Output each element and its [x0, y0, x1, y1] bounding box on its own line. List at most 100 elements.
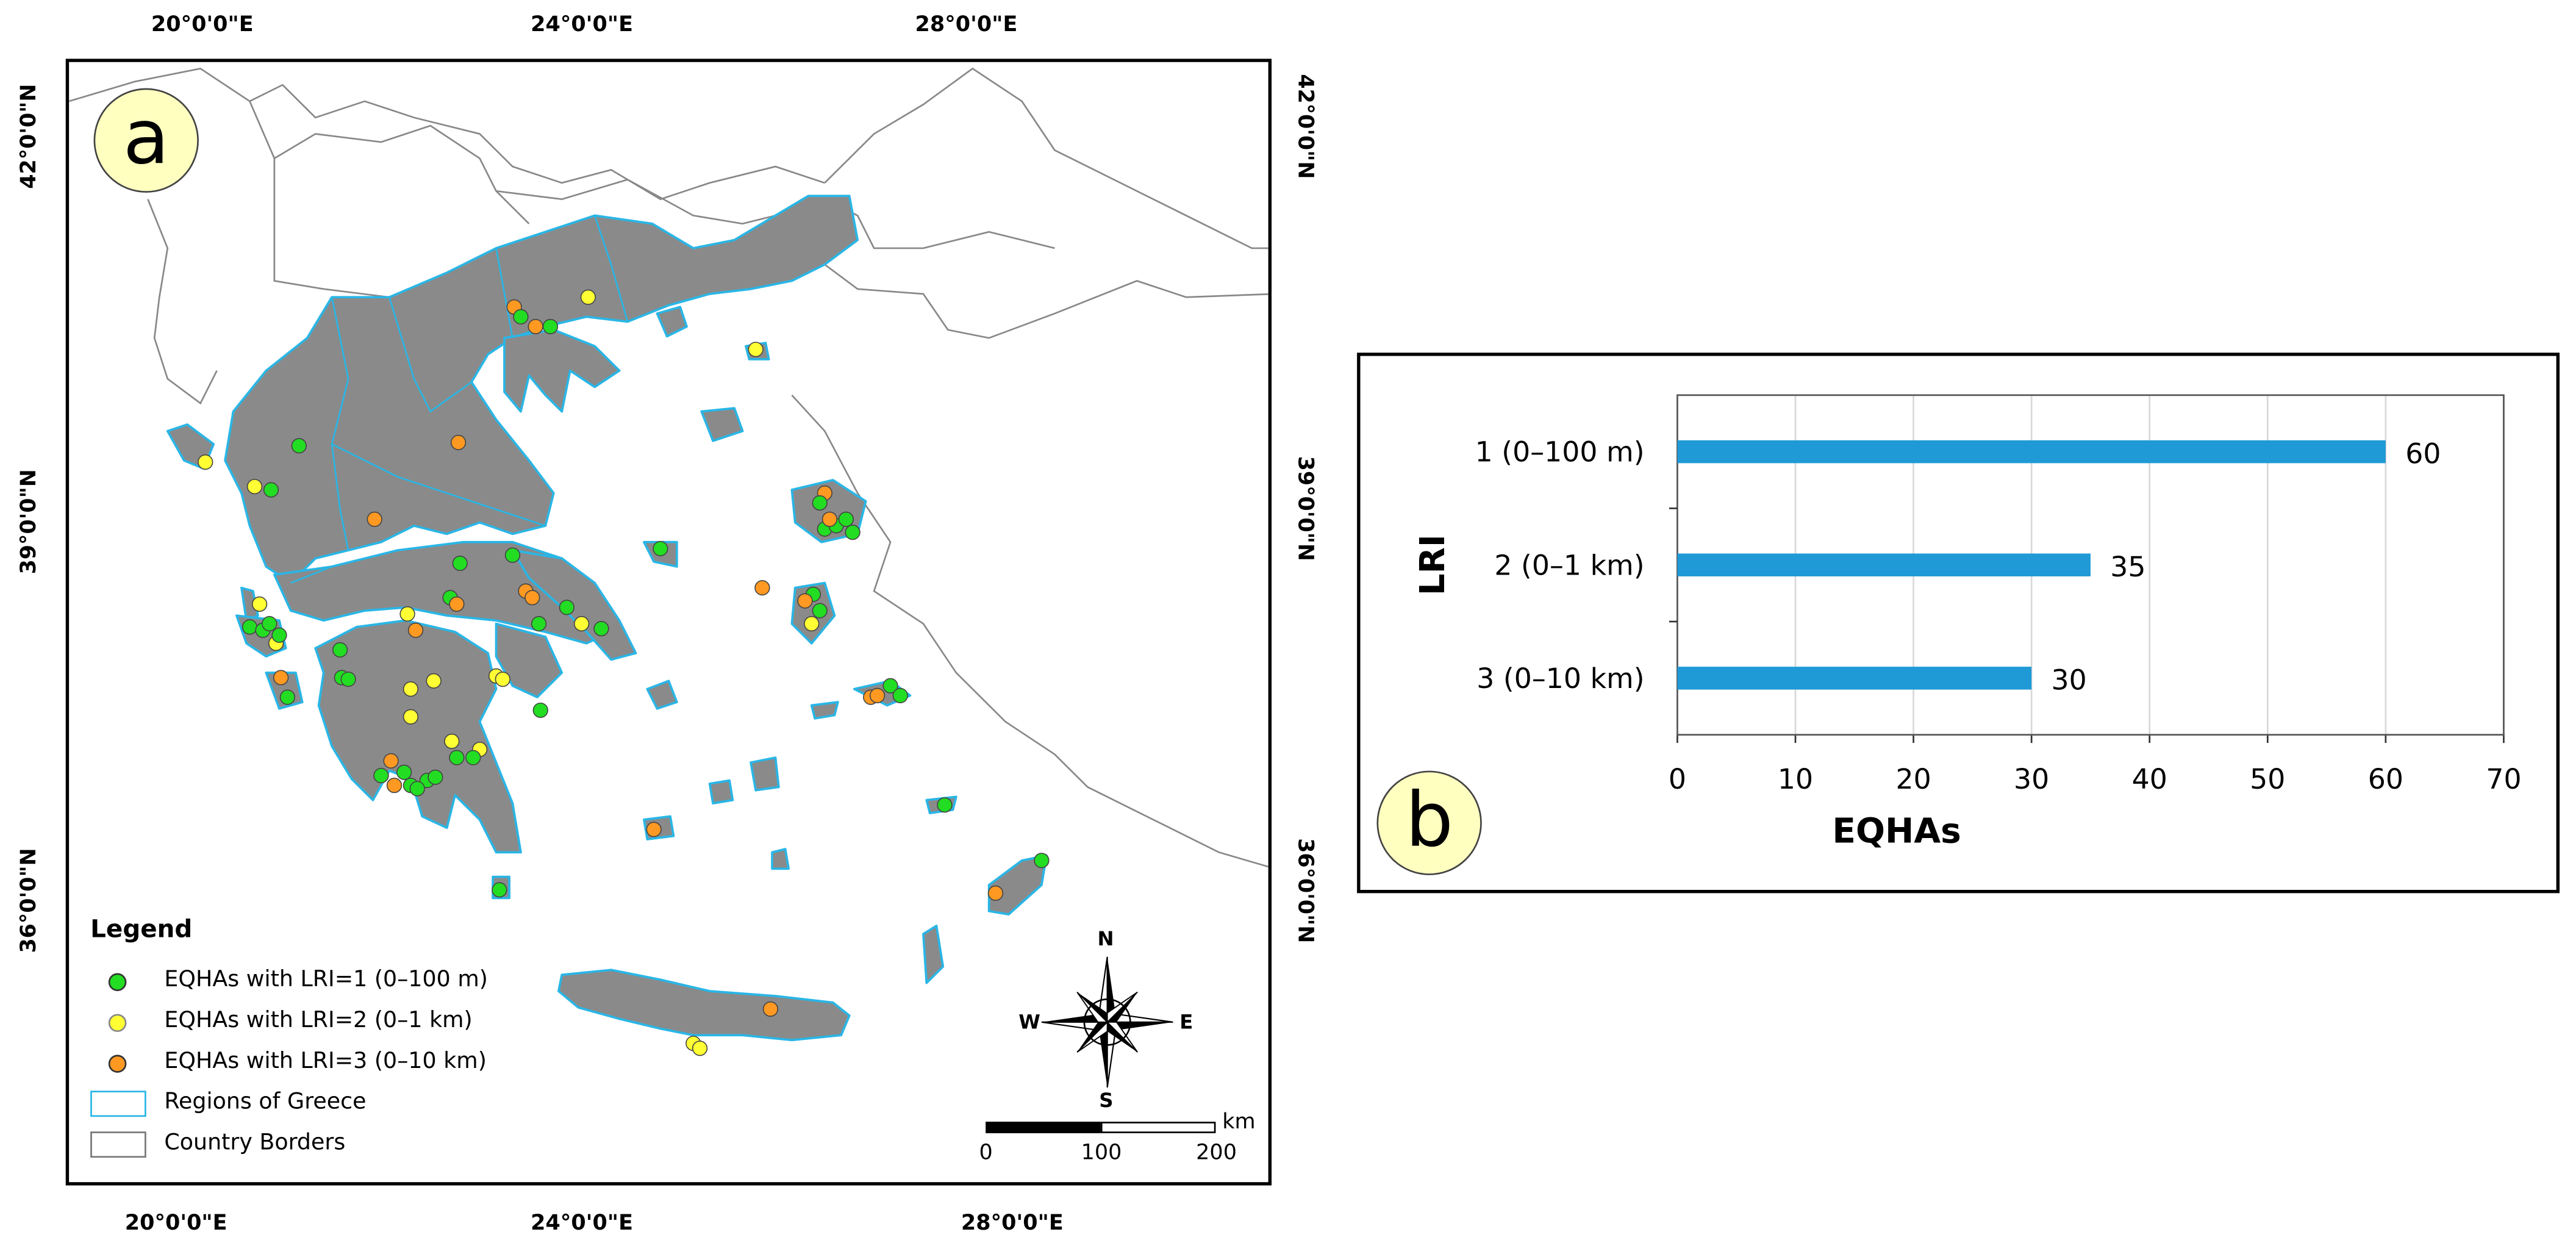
x-tick-label: 50: [2250, 763, 2285, 795]
eqha-point: [804, 616, 820, 632]
eqha-point: [465, 750, 481, 765]
country-border-albania-coast: [147, 199, 218, 405]
island-naxos: [750, 756, 780, 792]
compass-e: E: [1179, 1011, 1193, 1034]
eqha-point: [198, 454, 213, 470]
eqha-point: [762, 1001, 779, 1017]
compass-s: S: [1099, 1089, 1114, 1112]
x-axis-title: EQHAs: [1832, 812, 1961, 851]
legend-swatch-yellow-dot: [108, 1014, 127, 1032]
eqha-point: [291, 438, 307, 454]
eqha-point: [367, 511, 382, 527]
lri-bar-chart: 0 10 20 30 40 50 60 70 1 (0–100 m) 60 2 (0–1 km) 35…: [1413, 394, 2522, 851]
eqha-point: [797, 593, 813, 609]
eqha-point: [396, 764, 412, 780]
eqha-point: [821, 511, 838, 527]
lat-label-right-42: 42°0'0"N: [1292, 74, 1317, 179]
x-tick-label: 0: [1669, 763, 1686, 795]
country-border-turkey-coast: [824, 263, 1268, 339]
scale-bar-white-segment: [1100, 1122, 1216, 1133]
north-arrow-compass: N S E W: [1018, 928, 1193, 1112]
legend-swatch-green-dot: [108, 973, 127, 991]
eqha-point: [251, 596, 268, 612]
eqha-point: [449, 750, 465, 765]
eqha-point: [532, 702, 548, 718]
eqha-point: [452, 556, 468, 571]
region-border-thrace: [593, 215, 629, 322]
legend-label-lri2: EQHAs with LRI=2 (0–1 km): [164, 1007, 473, 1034]
lon-label-bottom-20: 20°0'0"E: [124, 1211, 227, 1236]
legend-swatch-regions-box: [90, 1091, 146, 1117]
island-andros: [646, 679, 678, 710]
eqha-point: [573, 616, 590, 632]
lon-label-top-24: 24°0'0"E: [531, 13, 634, 38]
eqha-point: [450, 434, 467, 451]
bar-data-label: 60: [2405, 438, 2441, 470]
eqha-point: [524, 590, 540, 606]
eqha-point: [373, 768, 389, 784]
map-frame: a Legend EQHAs with LRI=1 (0–100 m) EQHA…: [65, 59, 1272, 1186]
scale-bar-black-segment: [986, 1122, 1101, 1133]
region-border-w-macedonia: [388, 296, 472, 413]
island-karpathos: [922, 925, 945, 984]
eqha-point: [653, 540, 668, 557]
eqha-point: [273, 670, 289, 686]
scale-bar-unit: km: [1222, 1110, 1256, 1135]
eqha-point: [559, 600, 575, 615]
island-lefkada: [240, 586, 259, 622]
island-paros: [708, 779, 734, 804]
lat-label-left-36: 36°0'0"N: [17, 848, 42, 953]
eqha-point: [428, 769, 443, 785]
country-border-kosovo: [249, 101, 276, 159]
lat-label-left-42: 42°0'0"N: [17, 84, 42, 189]
eqha-point: [531, 616, 547, 632]
eqha-point: [271, 627, 287, 643]
eqha-point: [692, 1041, 708, 1056]
island-thasos: [656, 306, 688, 338]
scale-bar-tick-0: 0: [979, 1141, 993, 1166]
eqha-point: [444, 733, 460, 749]
eqha-point: [340, 672, 356, 687]
eqha-point: [580, 289, 596, 305]
eqha-point: [263, 482, 279, 498]
compass-n: N: [1097, 927, 1114, 951]
lat-label-right-36: 36°0'0"N: [1292, 838, 1317, 944]
eqha-point: [593, 621, 609, 637]
eqha-point: [845, 525, 860, 540]
lon-label-top-20: 20°0'0"E: [151, 13, 254, 38]
island-ikaria: [810, 701, 839, 720]
country-border-turkey-thrace: [824, 67, 1268, 249]
region-borders: [290, 215, 629, 584]
bar: [1677, 667, 2032, 690]
eqha-point: [869, 687, 886, 704]
eqha-point: [882, 678, 898, 693]
y-axis-title: LRI: [1413, 534, 1453, 595]
bar-data-label: 30: [2052, 664, 2087, 697]
eqha-point: [262, 616, 277, 632]
lon-label-bottom-24: 24°0'0"E: [531, 1211, 634, 1236]
eqha-point: [449, 596, 465, 612]
region-attica: [495, 622, 564, 698]
scale-bar-tick-100: 100: [1081, 1141, 1122, 1166]
eqha-point: [528, 318, 543, 334]
island-rhodes: [987, 854, 1048, 916]
region-border-c-macedonia: [495, 248, 513, 339]
eqha-point: [748, 342, 764, 357]
compass-w: W: [1018, 1011, 1040, 1034]
eqha-point: [646, 822, 662, 837]
region-peloponnese: [314, 619, 522, 854]
bar-data-label: 35: [2110, 551, 2145, 583]
bar: [1677, 440, 2386, 464]
eqha-point: [495, 672, 510, 687]
eqha-point: [937, 797, 953, 813]
x-tick-label: 70: [2486, 763, 2521, 795]
eqha-point: [407, 622, 424, 638]
y-category-label: 2 (0–1 km): [1494, 549, 1644, 581]
scale-bar-tick-200: 200: [1196, 1141, 1237, 1166]
eqha-point: [812, 495, 828, 511]
legend-label-lri3: EQHAs with LRI=3 (0–10 km): [164, 1048, 487, 1075]
eqha-point: [513, 309, 529, 324]
region-border-thessaly: [331, 443, 546, 527]
eqha-point: [542, 318, 559, 334]
